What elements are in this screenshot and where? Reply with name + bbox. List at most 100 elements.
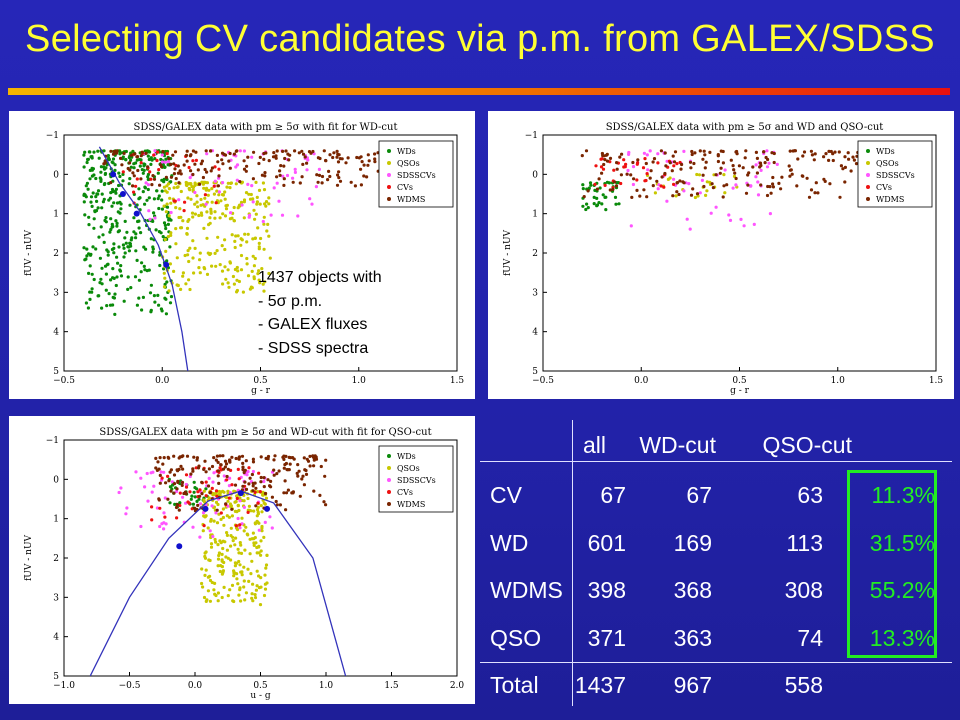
point-wdms — [362, 163, 366, 167]
point-wdms — [675, 190, 679, 194]
point-wdms — [837, 150, 841, 154]
point-wdms — [615, 167, 619, 171]
point-qsos — [162, 271, 166, 275]
point-qsos — [167, 214, 171, 218]
point-cvs — [157, 168, 161, 172]
point-wdms — [691, 187, 695, 191]
point-wdms — [303, 155, 307, 159]
point-wds — [119, 274, 124, 278]
point-cvs — [635, 178, 639, 182]
point-wdms — [801, 154, 805, 158]
point-qsos — [193, 202, 197, 206]
point-wdms — [182, 163, 186, 167]
point-cvs — [238, 523, 242, 527]
point-wds — [92, 277, 96, 282]
point-wdms — [169, 175, 173, 179]
point-wdms — [199, 162, 203, 166]
point-qsos — [251, 582, 255, 586]
point-wdms — [251, 460, 256, 464]
point-sdsscvs — [169, 210, 173, 215]
point-wdms — [259, 480, 263, 484]
point-wdms — [284, 149, 288, 153]
legend-entry: QSOs — [397, 464, 420, 473]
point-qsos — [259, 549, 263, 553]
point-wdms — [196, 503, 200, 507]
point-wds — [144, 247, 148, 251]
point-wds — [105, 304, 109, 308]
point-wdms — [765, 193, 770, 198]
point-qsos — [191, 256, 195, 260]
point-wdms — [177, 456, 181, 460]
point-wdms — [762, 150, 766, 154]
point-wdms — [215, 153, 219, 157]
x-tick-label: 2.0 — [450, 681, 465, 691]
point-qsos — [261, 493, 265, 497]
point-wdms — [158, 473, 162, 477]
point-qsos — [253, 217, 257, 221]
point-wdms — [671, 154, 675, 158]
point-qsos — [214, 540, 218, 544]
point-wdms — [243, 480, 247, 484]
point-qsos — [258, 281, 262, 285]
point-wdms — [675, 181, 679, 185]
point-qsos — [208, 599, 212, 603]
fit-marker — [202, 505, 209, 512]
point-cvs — [148, 170, 152, 174]
point-wds — [142, 168, 146, 172]
point-qsos — [248, 197, 253, 201]
point-wdms — [208, 491, 212, 495]
point-wdms — [692, 161, 696, 166]
point-qsos — [264, 200, 269, 204]
point-wdms — [698, 149, 702, 153]
point-qsos — [195, 200, 199, 204]
point-qsos — [247, 579, 251, 583]
point-sdsscvs — [756, 193, 761, 197]
point-wds — [138, 164, 142, 168]
x-tick-label: 0.0 — [155, 376, 170, 386]
point-wds — [98, 256, 102, 260]
point-wdms — [690, 152, 694, 157]
point-wdms — [777, 181, 781, 185]
point-cvs — [194, 466, 198, 470]
point-wds — [91, 245, 95, 249]
point-wds — [143, 202, 147, 206]
point-wds — [161, 235, 165, 239]
point-wds — [116, 230, 120, 234]
point-wdms — [809, 149, 813, 153]
point-sdsscvs — [734, 183, 738, 187]
point-sdsscvs — [205, 152, 209, 156]
point-wds — [195, 487, 199, 491]
point-wdms — [318, 156, 322, 161]
point-wds — [110, 204, 114, 208]
point-qsos — [202, 498, 206, 502]
point-wdms — [328, 174, 332, 179]
point-qsos — [219, 517, 223, 521]
point-wds — [117, 245, 121, 249]
point-wdms — [224, 502, 228, 506]
point-wds — [168, 485, 172, 489]
table-value-cell: 169 — [673, 529, 712, 556]
x-tick-label: 1.5 — [384, 681, 399, 691]
point-wdms — [246, 155, 250, 159]
point-wdms — [247, 482, 251, 486]
point-qsos — [220, 244, 224, 248]
y-tick-label: 1 — [53, 515, 59, 525]
point-wdms — [207, 467, 211, 471]
point-sdsscvs — [117, 490, 121, 495]
point-wdms — [602, 154, 606, 158]
point-wdms — [191, 469, 195, 473]
point-wdms — [216, 474, 220, 478]
point-wdms — [150, 183, 154, 187]
point-qsos — [167, 289, 171, 293]
point-qsos — [243, 598, 247, 602]
point-qsos — [223, 214, 228, 218]
point-wdms — [597, 177, 601, 181]
point-sdsscvs — [277, 199, 281, 203]
point-wdms — [216, 160, 220, 164]
point-wdms — [315, 173, 319, 177]
point-wdms — [135, 155, 139, 159]
point-qsos — [265, 229, 269, 233]
point-qsos — [179, 226, 183, 230]
point-wdms — [168, 470, 172, 474]
point-qsos — [191, 239, 195, 243]
